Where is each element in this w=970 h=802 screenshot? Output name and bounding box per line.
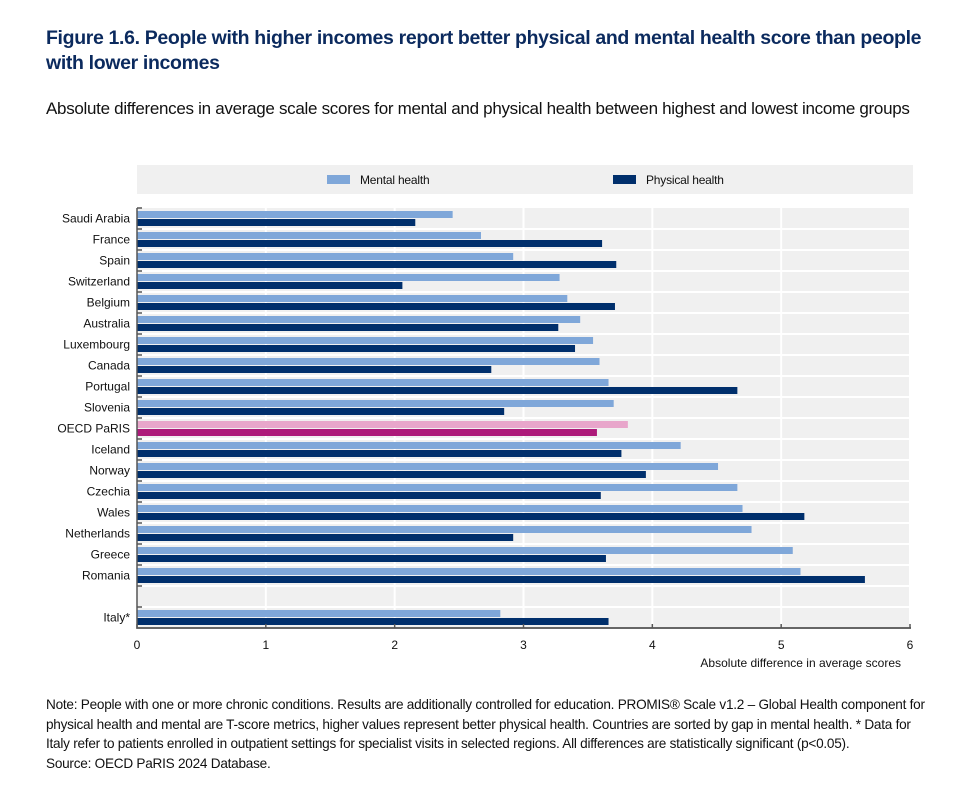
x-tick-labels: 0 1 2 3 4 5 6 [134, 638, 914, 652]
bar-mental-health [137, 379, 609, 386]
bar-mental-health [137, 442, 681, 449]
x-tick-label: 4 [649, 638, 656, 652]
bar-physical-health [137, 408, 505, 415]
bar-physical-health [137, 345, 576, 352]
bar-physical-health [137, 303, 615, 310]
category-label: Canada [88, 359, 130, 373]
bar-physical-health [137, 324, 559, 331]
bar-physical-health [137, 555, 606, 562]
x-tick-label: 3 [520, 638, 527, 652]
figure-notes: Note: People with one or more chronic co… [46, 695, 936, 773]
bar-physical-health [137, 282, 403, 289]
bar-mental-health [137, 568, 801, 575]
legend-label-physical-health: Physical health [646, 172, 724, 187]
category-label: Australia [83, 317, 130, 331]
legend-item-mental-health: Mental health [327, 165, 430, 194]
bar-physical-health [137, 618, 609, 625]
legend-label-mental-health: Mental health [360, 172, 430, 187]
bar-physical-health [137, 219, 416, 226]
category-label: Portugal [85, 380, 130, 394]
category-label: Spain [99, 254, 130, 268]
x-tick-label: 1 [262, 638, 269, 652]
bar-physical-health [137, 261, 617, 268]
bar-physical-health [137, 576, 865, 583]
category-label: Switzerland [68, 275, 130, 289]
bar-physical-health [137, 429, 597, 436]
note-text: Note: People with one or more chronic co… [46, 697, 925, 752]
bar-physical-health [137, 387, 738, 394]
bar-mental-health [137, 526, 752, 533]
category-label: Belgium [87, 296, 130, 310]
bar-physical-health [137, 450, 622, 457]
bar-mental-health [137, 610, 501, 617]
bar-physical-health [137, 471, 646, 478]
gridlines [137, 208, 911, 628]
bar-mental-health [137, 358, 600, 365]
category-label: Netherlands [65, 527, 130, 541]
legend-swatch-mental-health [327, 175, 350, 184]
bar-mental-health [137, 295, 568, 302]
figure-title: Figure 1.6. People with higher incomes r… [46, 27, 922, 74]
x-tick-label: 5 [778, 638, 785, 652]
bar-physical-health [137, 240, 603, 247]
category-label: OECD PaRIS [57, 422, 130, 436]
legend-item-physical-health: Physical health [613, 165, 724, 194]
x-tick-label: 6 [907, 638, 914, 652]
bar-mental-health [137, 400, 614, 407]
category-label: Romania [82, 569, 130, 583]
bar-mental-health [137, 463, 719, 470]
category-label: Italy* [103, 611, 130, 625]
category-label: Wales [97, 506, 130, 520]
bar-mental-health [137, 484, 738, 491]
x-tick-label: 0 [134, 638, 141, 652]
category-labels: Saudi Arabia France Spain Switzerland Belgiu… [57, 212, 130, 625]
bar-physical-health [137, 513, 805, 520]
chart-legend: Mental health Physical health [137, 165, 913, 194]
category-label: Iceland [91, 443, 130, 457]
category-label: Czechia [87, 485, 131, 499]
x-axis-title: Absolute difference in average scores [700, 656, 901, 670]
bar-mental-health [137, 253, 514, 260]
category-label: Saudi Arabia [62, 212, 130, 226]
bar-physical-health [137, 534, 514, 541]
category-label: Slovenia [84, 401, 130, 415]
category-label: Norway [89, 464, 130, 478]
axes [136, 207, 911, 629]
figure-subtitle: Absolute differences in average scale sc… [46, 99, 910, 118]
bar-mental-health [137, 211, 453, 218]
bar-chart: Saudi Arabia France Spain Switzerland Belgiu… [57, 207, 914, 670]
bar-physical-health [137, 366, 492, 373]
source-text: Source: OECD PaRIS 2024 Database. [46, 755, 271, 771]
category-label: Luxembourg [63, 338, 130, 352]
category-label: Greece [91, 548, 131, 562]
bar-mental-health [137, 274, 560, 281]
bar-mental-health [137, 316, 581, 323]
x-tick-label: 2 [391, 638, 398, 652]
bar-mental-health [137, 337, 594, 344]
bar-mental-health [137, 232, 481, 239]
bar-mental-health [137, 547, 793, 554]
bars [137, 211, 865, 625]
bar-mental-health [137, 421, 628, 428]
category-label: France [93, 233, 131, 247]
bar-physical-health [137, 492, 601, 499]
legend-swatch-physical-health [613, 175, 636, 184]
bar-mental-health [137, 505, 743, 512]
